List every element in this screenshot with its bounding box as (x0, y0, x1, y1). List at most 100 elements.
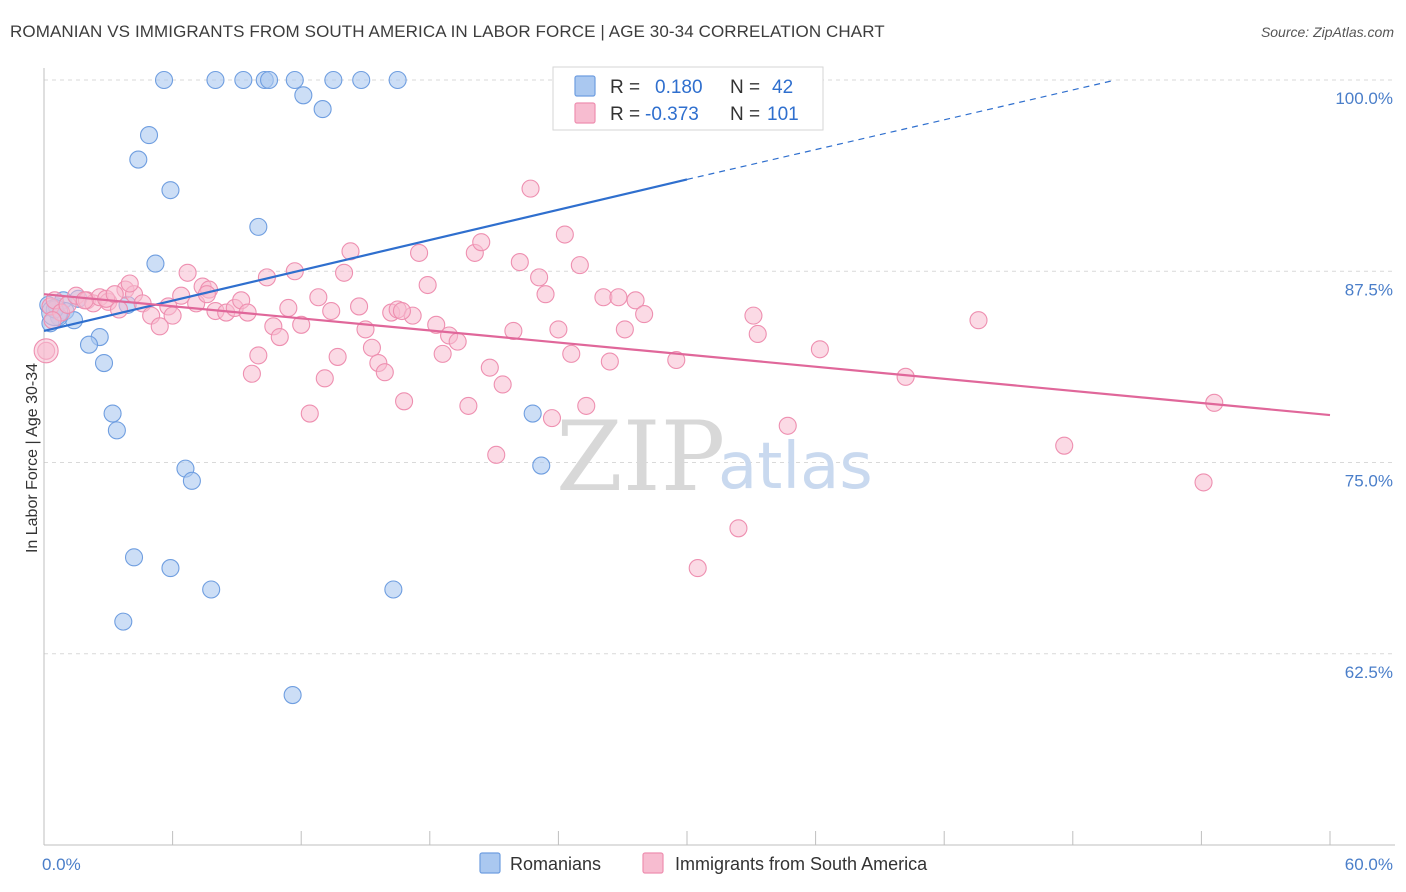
immigrants-point-44 (362, 338, 381, 357)
romanians-point-34 (161, 559, 180, 578)
immigrants-point-27 (249, 346, 268, 365)
x-tick-label-0: 0.0% (42, 855, 81, 874)
immigrants-point-73 (594, 288, 613, 307)
legend-swatch-immigrants (574, 102, 596, 124)
romanians-point-13 (161, 181, 180, 200)
immigrants-point-64 (510, 253, 529, 272)
immigrants-point-38 (322, 301, 341, 321)
bottom-legend-swatch-immigrants (642, 852, 664, 874)
immigrants-trend-line (43, 293, 1331, 417)
romanians-point-1 (206, 70, 225, 90)
romanians-point-9 (294, 86, 313, 105)
immigrants-point-70 (562, 344, 581, 363)
romanians-point-36 (384, 580, 403, 599)
immigrants-point-51 (410, 243, 429, 262)
immigrants-point-87 (969, 311, 988, 330)
immigrants-point-74 (600, 352, 619, 371)
immigrants-point-28 (242, 364, 261, 383)
romanians-point-15 (146, 254, 165, 273)
watermark-zip: ZIP (556, 401, 725, 513)
romanians-point-35 (202, 580, 221, 599)
immigrants-point-60 (480, 358, 499, 377)
legend-n-value-romanians: 42 (772, 77, 793, 98)
immigrants-point-93 (43, 311, 62, 330)
immigrants-point-84 (778, 416, 797, 435)
source-credit: Source: ZipAtlas.com (1260, 24, 1394, 40)
immigrants-point-37 (315, 369, 334, 388)
immigrants-point-52 (418, 275, 437, 295)
y-tick-label-2: 87.5% (1345, 280, 1393, 299)
immigrants-point-62 (493, 375, 512, 394)
romanians-point-32 (532, 456, 551, 475)
romanians-point-37 (114, 612, 133, 631)
immigrants-point-42 (350, 297, 369, 316)
x-tick-label-1: 60.0% (1345, 855, 1393, 874)
immigrants-point-36 (309, 288, 328, 307)
immigrants-point-57 (459, 396, 478, 415)
immigrants-point-85 (810, 340, 829, 359)
bottom-legend: Romanians Immigrants from South America (479, 852, 928, 874)
romanians-point-4 (259, 70, 279, 90)
bottom-legend-label-immigrants: Immigrants from South America (675, 854, 928, 874)
romanians-point-5 (285, 70, 304, 90)
immigrants-point-98 (105, 285, 124, 304)
y-tick-label-3: 100.0% (1335, 89, 1393, 108)
romanians-point-30 (182, 471, 201, 490)
romanians-point-11 (139, 126, 159, 145)
romanians-point-10 (313, 100, 332, 119)
watermark: ZIP atlas (556, 401, 873, 513)
immigrants-point-49 (395, 392, 414, 411)
stats-legend-box (552, 66, 824, 131)
immigrants-point-89 (1194, 473, 1213, 492)
immigrants-point-99 (392, 301, 411, 321)
immigrants-point-18 (178, 263, 197, 282)
immigrants-point-66 (530, 268, 549, 287)
immigrants-point-94 (120, 274, 139, 293)
romanians-point-0 (154, 70, 174, 90)
immigrants-point-34 (292, 315, 311, 334)
romanians-point-7 (352, 70, 371, 90)
stats-legend: R = 0.180 N = 42 R = -0.373 N = 101 (552, 66, 824, 131)
immigrants-point-72 (577, 396, 596, 415)
legend-r-value-immigrants: -0.373 (645, 104, 699, 125)
romanians-point-31 (523, 404, 542, 423)
immigrants-point-83 (748, 324, 767, 344)
romanians-trend-line (43, 178, 688, 332)
romanians-points (39, 70, 647, 705)
legend-swatch-romanians (574, 75, 596, 97)
immigrants-point-65 (521, 179, 540, 198)
romanians-point-38 (283, 686, 302, 705)
immigrants-point-71 (570, 256, 589, 275)
legend-n-label-romanians: N = (730, 77, 760, 98)
chart-title: ROMANIAN VS IMMIGRANTS FROM SOUTH AMERIC… (10, 22, 885, 41)
immigrants-point-32 (279, 298, 298, 318)
immigrants-point-14 (150, 317, 169, 336)
legend-r-value-romanians: 0.180 (655, 77, 703, 98)
legend-n-label-immigrants: N = (730, 104, 760, 125)
immigrants-point-75 (609, 288, 628, 307)
immigrants-point-46 (375, 363, 394, 382)
immigrants-point-31 (270, 327, 289, 347)
watermark-atlas: atlas (718, 430, 873, 504)
immigrants-point-82 (744, 306, 763, 325)
immigrants-point-88 (1055, 436, 1074, 455)
legend-r-label-romanians: R = (610, 77, 640, 98)
immigrants-points (33, 179, 1224, 578)
immigrants-point-39 (328, 347, 347, 366)
bottom-legend-label-romanians: Romanians (510, 854, 601, 874)
romanians-point-6 (324, 70, 343, 90)
immigrants-point-40 (335, 263, 354, 282)
immigrants-point-54 (433, 344, 452, 363)
legend-r-label-immigrants: R = (610, 104, 640, 125)
romanians-point-33 (124, 548, 144, 567)
romanians-point-28 (107, 421, 126, 440)
immigrants-point-17 (172, 286, 191, 305)
immigrants-point-79 (667, 350, 686, 370)
bottom-legend-swatch-romanians (479, 852, 501, 874)
y-tick-label-1: 75.0% (1345, 472, 1393, 491)
immigrants-point-59 (472, 233, 491, 252)
immigrants-point-76 (615, 320, 634, 339)
romanians-point-27 (103, 404, 122, 423)
romanians-point-8 (388, 70, 407, 90)
